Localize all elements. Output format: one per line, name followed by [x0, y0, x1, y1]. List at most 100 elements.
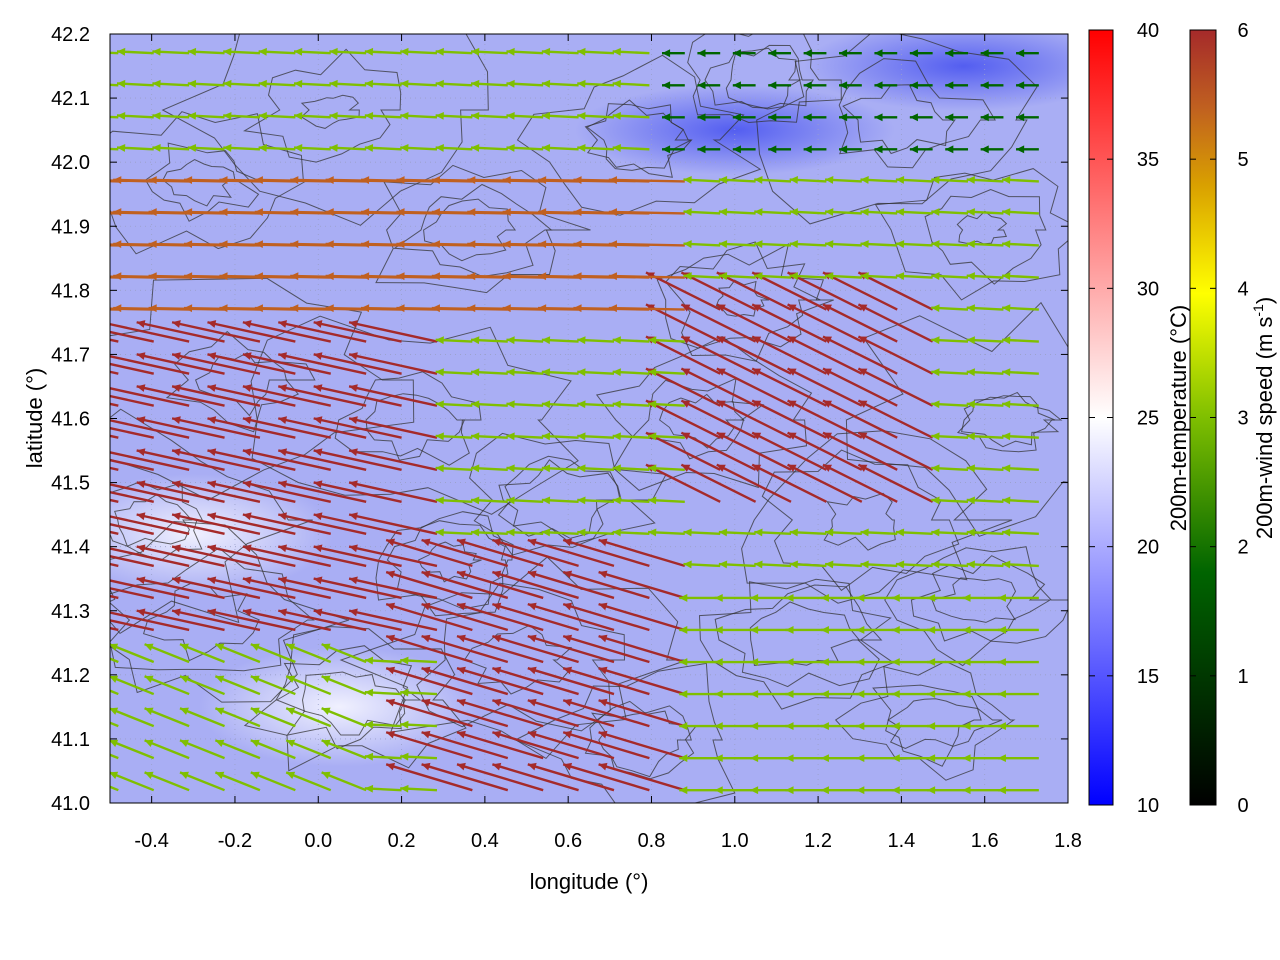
- wind-arrowhead: [254, 208, 263, 216]
- wind-arrow: [207, 321, 296, 343]
- wind-arrow: [527, 538, 615, 568]
- wind-arrowhead: [456, 730, 466, 739]
- x-tick-label: 0.4: [471, 830, 499, 852]
- wind-arrowhead: [74, 772, 83, 779]
- wind-arrowhead: [541, 368, 551, 377]
- wind-arrowhead: [874, 145, 883, 154]
- wind-arrowhead: [789, 240, 798, 248]
- wind-arrow: [207, 513, 296, 536]
- wind-arrowhead: [207, 352, 217, 360]
- wind-arrowhead: [966, 208, 975, 216]
- wind-arrowhead: [541, 47, 551, 56]
- wind-arrow: [680, 431, 757, 471]
- wind-arrow: [110, 276, 119, 279]
- y-tick-label: 41.0: [51, 793, 90, 815]
- wind-arrowhead: [750, 658, 759, 666]
- wind-arrowhead: [400, 784, 409, 793]
- wind-arrowhead: [396, 272, 405, 281]
- wind-arrowhead: [492, 634, 502, 643]
- wind-arrowhead: [573, 304, 582, 313]
- wind-arrow: [110, 244, 119, 247]
- temperature-colorbar: 10 15 20 25 30 35 40 200m-temperature (°C): [1088, 20, 1191, 817]
- wind-arrowhead: [750, 626, 759, 634]
- wind-arrowhead: [909, 113, 918, 122]
- wind-arrowhead: [42, 240, 50, 248]
- wind-arrowhead: [825, 240, 834, 248]
- wind-arrow: [645, 399, 721, 439]
- wind-arrowhead: [286, 771, 296, 780]
- wind-arrow: [313, 385, 402, 407]
- wind-arrowhead: [527, 698, 537, 707]
- wind-arrowhead: [679, 626, 688, 634]
- wind-arrowhead: [364, 47, 374, 56]
- wind-arrowhead: [732, 49, 741, 58]
- wind-arrow: [242, 545, 332, 568]
- wind-arrow: [716, 271, 792, 311]
- wind-arrow: [822, 399, 898, 439]
- wind-arrow: [242, 609, 332, 632]
- wind-arrowhead: [787, 432, 797, 440]
- colorbar-tick-label: 15: [1137, 666, 1159, 688]
- wind-arrowhead: [858, 304, 868, 312]
- wind-arrowhead: [242, 544, 252, 553]
- wind-arrow: [136, 321, 225, 343]
- wind-arrowhead: [538, 208, 547, 216]
- wind-arrowhead: [527, 570, 537, 579]
- wind-arrow: [110, 330, 154, 343]
- wind-arrowhead: [506, 464, 515, 473]
- wind-arrowhead: [294, 79, 303, 88]
- wind-arrow: [787, 271, 863, 311]
- contour-line: [339, 556, 688, 760]
- wind-arrowhead: [82, 144, 90, 152]
- contour-line: [393, 183, 553, 278]
- wind-arrowhead: [752, 336, 762, 344]
- wind-arrowhead: [789, 208, 798, 216]
- wind-arrowhead: [364, 79, 374, 88]
- wind-arrowhead: [931, 400, 940, 409]
- wind-arrowhead: [679, 690, 688, 698]
- wind-arrowhead: [471, 528, 480, 537]
- wind-arrowhead: [909, 145, 918, 154]
- x-tick-label: 1.6: [971, 830, 999, 852]
- wind-arrowhead: [714, 754, 723, 763]
- wind-arrow: [136, 513, 225, 536]
- wind-arrow: [171, 385, 261, 407]
- wind-arrowhead: [927, 786, 936, 795]
- wind-arrow: [716, 463, 792, 503]
- wind-arrowhead: [527, 666, 537, 675]
- wind-arrowhead: [502, 304, 511, 313]
- wind-arrowhead: [313, 512, 323, 521]
- wind-arrowhead: [966, 272, 975, 280]
- wind-arrowhead: [329, 79, 338, 88]
- wind-arrowhead: [820, 690, 829, 698]
- contour-line: [665, 241, 821, 362]
- wind-arrowhead: [648, 496, 657, 505]
- y-axis: 41.0 41.1 41.2 41.3 41.4 41.5 41.6 41.7 41.8 41.9…: [51, 24, 1068, 815]
- wind-arrowhead: [396, 176, 405, 184]
- wind-arrowhead: [431, 176, 440, 184]
- wind-arrowhead: [541, 111, 551, 120]
- wind-arrow: [348, 321, 438, 343]
- wind-arrow: [207, 417, 296, 439]
- wind-arrowhead: [945, 113, 954, 122]
- wind-arrowhead: [207, 384, 217, 392]
- wind-arrow: [278, 609, 367, 632]
- wind-arrowhead: [242, 384, 252, 392]
- wind-arrowhead: [997, 754, 1006, 763]
- wind-arrow: [857, 271, 934, 311]
- wind-arrowhead: [172, 480, 181, 489]
- wind-arrowhead: [456, 698, 466, 707]
- wind-arrowhead: [860, 528, 869, 537]
- wind-arrowhead: [612, 432, 621, 441]
- colorbar-tick-label: 3: [1237, 408, 1248, 430]
- wind-arrow: [136, 577, 225, 600]
- wind-arrow: [716, 335, 792, 375]
- wind-arrowhead: [30, 577, 39, 585]
- wind-arrowhead: [598, 762, 608, 771]
- wind-arrowhead: [506, 496, 515, 505]
- wind-arrowhead: [506, 47, 515, 56]
- wind-arrow: [680, 367, 757, 407]
- wind-arrow: [608, 306, 685, 311]
- wind-arrowhead: [683, 208, 692, 216]
- contour-line: [300, 94, 360, 129]
